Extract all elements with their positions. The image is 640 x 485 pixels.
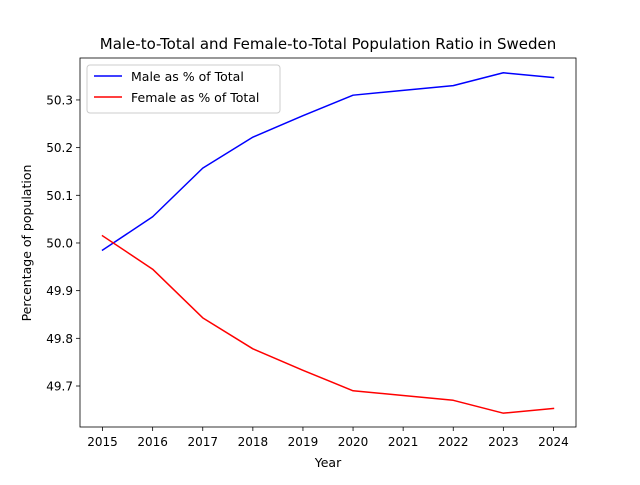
y-axis-ticks: 49.7 49.8 49.9 50.0 50.1 50.2 50.3: [46, 93, 80, 394]
x-tick-label: 2020: [338, 435, 369, 449]
x-tick-label: 2019: [288, 435, 319, 449]
legend-frame: [86, 64, 281, 114]
legend: Male as % of Total Female as % of Total: [86, 64, 281, 114]
x-axis-label: Year: [314, 455, 342, 470]
x-tick-label: 2018: [238, 435, 269, 449]
y-tick-label: 49.8: [46, 332, 73, 346]
y-tick-label: 50.1: [46, 189, 73, 203]
series-line-male: [101, 72, 555, 252]
y-tick-label: 50.3: [46, 93, 73, 107]
y-axis-label: Percentage of population: [19, 165, 34, 322]
axes-frame: [79, 57, 577, 428]
chart-title: Male-to-Total and Female-to-Total Popula…: [100, 35, 557, 53]
x-tick-label: 2022: [438, 435, 469, 449]
legend-label-male: Male as % of Total: [131, 69, 244, 84]
x-tick-label: 2023: [488, 435, 519, 449]
y-tick-label: 49.7: [46, 380, 73, 394]
legend-label-female: Female as % of Total: [131, 90, 259, 105]
x-tick-label: 2017: [187, 435, 218, 449]
y-tick-label: 50.0: [46, 236, 73, 250]
y-tick-label: 49.9: [46, 284, 73, 298]
series-line-female: [101, 234, 555, 414]
x-axis-ticks: 2015 2016 2017 2018 2019 2020 2021 2022 2023 2024: [87, 427, 569, 449]
x-tick-label: 2021: [388, 435, 419, 449]
x-tick-label: 2015: [87, 435, 118, 449]
x-tick-label: 2016: [137, 435, 168, 449]
x-tick-label: 2024: [538, 435, 569, 449]
plot-area: [79, 57, 577, 428]
y-tick-label: 50.2: [46, 141, 73, 155]
